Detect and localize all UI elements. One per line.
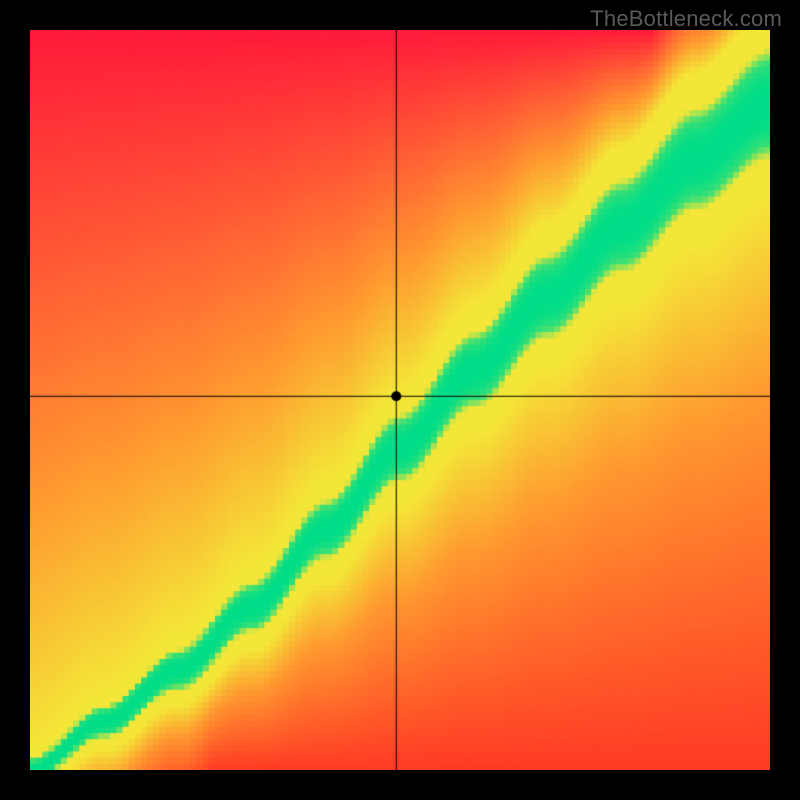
watermark-text: TheBottleneck.com <box>590 6 782 32</box>
heatmap-canvas <box>30 30 770 770</box>
chart-container: TheBottleneck.com <box>0 0 800 800</box>
